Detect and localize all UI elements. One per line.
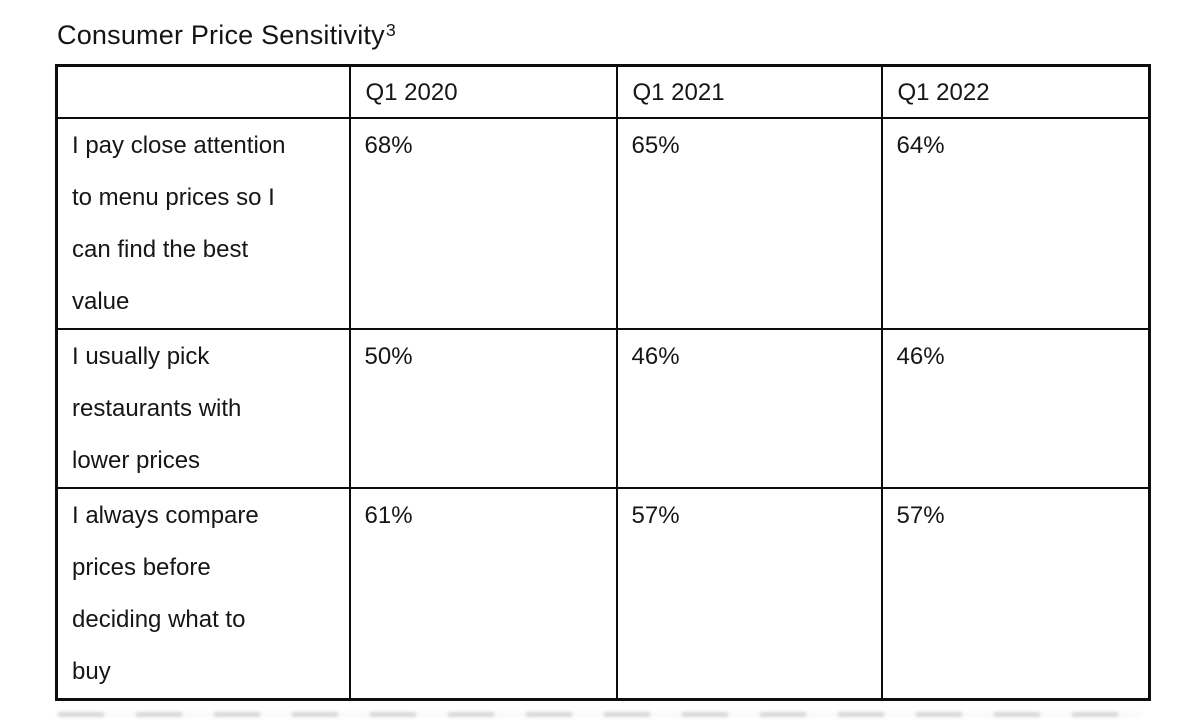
row-label-text: I pay close attention to menu prices so …	[72, 131, 286, 315]
table-header-row: Q1 2020 Q1 2021 Q1 2022	[55, 64, 1151, 119]
value-cell-q1-2022: 64%	[880, 116, 1151, 330]
row-label: I always compare prices before deciding …	[55, 486, 351, 700]
table-row-attention-to-menu-prices: I pay close attention to menu prices so …	[55, 116, 1151, 330]
header-cell-q1-2022: Q1 2022	[880, 64, 1151, 119]
header-cell-q1-2021: Q1 2021	[615, 64, 883, 119]
row-label: I pay close attention to menu prices so …	[55, 116, 351, 330]
value-cell-q1-2021: 57%	[615, 486, 883, 700]
page-title-text: Consumer Price Sensitivity	[57, 20, 385, 50]
scan-artifact	[58, 712, 1142, 717]
value-cell-q1-2021: 65%	[615, 116, 883, 330]
header-cell-q1-2020: Q1 2020	[348, 64, 618, 119]
header-cell-statement	[55, 64, 351, 119]
value-cell-q1-2020: 50%	[348, 327, 618, 489]
value-cell-q1-2022: 46%	[880, 327, 1151, 489]
value-cell-q1-2022: 57%	[880, 486, 1151, 700]
table-row-compare-prices: I always compare prices before deciding …	[55, 486, 1151, 700]
value-cell-q1-2020: 61%	[348, 486, 618, 700]
row-label: I usually pick restaurants with lower pr…	[55, 327, 351, 489]
value-cell-q1-2021: 46%	[615, 327, 883, 489]
page-title: Consumer Price Sensitivity3	[57, 20, 1148, 51]
value-cell-q1-2020: 68%	[348, 116, 618, 330]
row-label-text: I usually pick restaurants with lower pr…	[72, 342, 242, 474]
title-footnote-marker: 3	[385, 19, 396, 40]
price-sensitivity-table: Q1 2020 Q1 2021 Q1 2022 I pay close atte…	[55, 64, 1151, 701]
table-row-pick-lower-prices: I usually pick restaurants with lower pr…	[55, 327, 1151, 489]
row-label-text: I always compare prices before deciding …	[72, 501, 259, 685]
